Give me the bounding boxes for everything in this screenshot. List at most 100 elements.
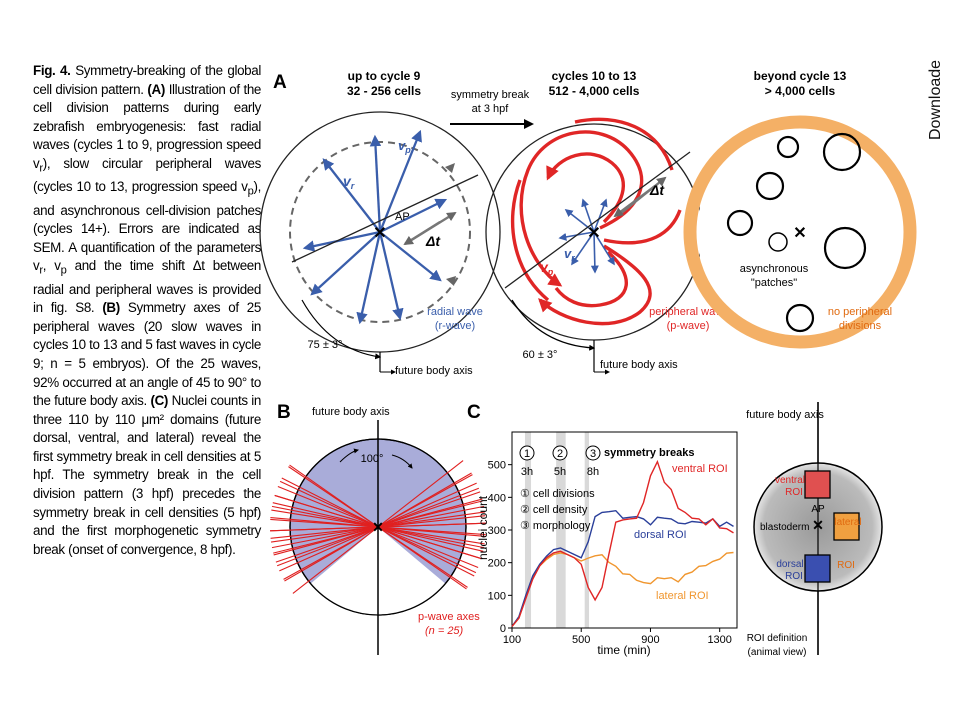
y-tick-label: 500 bbox=[488, 460, 506, 472]
y-tick-label: 0 bbox=[500, 623, 506, 635]
ap-cross-icon: ✕ bbox=[793, 225, 806, 242]
watermark: Downloade bbox=[927, 60, 944, 140]
angle-arrow-right bbox=[391, 454, 413, 469]
roi-animal-view-label: (animal view) bbox=[748, 647, 807, 658]
break-2-number: 2 bbox=[557, 448, 563, 460]
disc-clear-wedge bbox=[378, 527, 446, 615]
y-tick-label: 100 bbox=[488, 590, 506, 602]
vp-label: vp bbox=[540, 259, 554, 277]
embryo-stage3: ✕ asynchronous "patches" no peripheral d… bbox=[683, 115, 917, 349]
x-tick-label: 900 bbox=[641, 634, 659, 646]
caption-a-label: (A) bbox=[147, 81, 165, 97]
break-3-number: 3 bbox=[590, 448, 596, 460]
embryo-stage1: ✕ AP Δt vr vp radial wave (r-wave) 75 ± … bbox=[259, 111, 501, 377]
series-label-ventral: ventral ROI bbox=[672, 463, 728, 475]
break-1-circle bbox=[519, 445, 535, 461]
roi-dorsal-label-2: ROI bbox=[785, 571, 803, 582]
no-peripheral-label: no peripheral bbox=[828, 306, 892, 318]
future-axis-label-2: future body axis bbox=[600, 359, 678, 371]
caption-sub: p bbox=[247, 185, 254, 198]
break-1-number: 1 bbox=[524, 448, 530, 460]
chart-legend: ① cell divisions ② cell density ③ morpho… bbox=[520, 488, 595, 532]
symmetry-break-time: at 3 hpf bbox=[472, 103, 510, 115]
roi-ventral-label-2: ROI bbox=[785, 487, 803, 498]
radial-wave-abbr: (r-wave) bbox=[435, 320, 475, 332]
symmetry-break-band bbox=[524, 432, 532, 628]
caption-a-text2: ), slow circular peripheral waves (cycle… bbox=[33, 155, 261, 195]
series-label-lateral: lateral ROI bbox=[656, 590, 709, 602]
dt-label: Δt bbox=[425, 233, 441, 249]
legend-morphology: ③ morphology bbox=[520, 520, 591, 532]
watermark-text: Downloade bbox=[927, 60, 944, 140]
disc-clear-wedge bbox=[310, 527, 378, 615]
roi-definition-label: ROI definition bbox=[747, 633, 808, 644]
panel-c-label: C bbox=[467, 402, 481, 423]
angle-arc bbox=[511, 299, 596, 351]
x-axis-label: time (min) bbox=[597, 643, 650, 657]
panel-b-label: B bbox=[277, 402, 291, 423]
future-axis-label-1: future body axis bbox=[395, 365, 473, 377]
caption-a-text4: , v bbox=[42, 258, 61, 274]
p-wave-axes-label: p-wave axes bbox=[418, 611, 480, 623]
panel-a-label: A bbox=[273, 72, 287, 93]
caption-sub: p bbox=[60, 264, 67, 277]
legend-cell-density: ② cell density bbox=[520, 504, 588, 516]
ap-label: AP bbox=[395, 211, 410, 223]
y-tick-label: 200 bbox=[488, 558, 506, 570]
series-line-dorsal bbox=[511, 509, 734, 627]
caption-b-text: Symmetry axes of 25 peripheral waves (20… bbox=[33, 300, 261, 409]
symmetry-break-band bbox=[556, 432, 566, 628]
async-label: asynchronous bbox=[740, 263, 809, 275]
angle-arc bbox=[301, 299, 382, 360]
legend-cell-divisions: ① cell divisions bbox=[520, 488, 595, 500]
series-line-lateral bbox=[511, 551, 734, 627]
stage1-title: up to cycle 9 bbox=[348, 69, 421, 83]
division-patches bbox=[726, 132, 867, 333]
roi-ventral-label-1: ventral bbox=[775, 475, 805, 486]
blastoderm-label: blastoderm bbox=[760, 522, 809, 533]
angle-label-2: 60 ± 3° bbox=[523, 349, 558, 361]
stage3-title: beyond cycle 13 bbox=[754, 69, 847, 83]
dt-arrow bbox=[613, 185, 656, 218]
radial-wave-label: radial wave bbox=[427, 306, 483, 318]
dorsal-roi-box bbox=[804, 554, 831, 583]
roi-lateral-label-2: ROI bbox=[837, 560, 855, 571]
roi-dorsal-label-1: dorsal bbox=[776, 559, 803, 570]
roi-lateral-label-1: lateral bbox=[834, 517, 861, 528]
patches-label: "patches" bbox=[751, 277, 797, 289]
caption-title: Symmetry-breaking of the global cell div… bbox=[33, 63, 261, 97]
panel-b: B future body axis 100° ✕ p-wave axes (n… bbox=[270, 402, 486, 655]
break-2-time: 5h bbox=[554, 466, 566, 478]
stage2-cells: 512 - 4,000 cells bbox=[549, 84, 640, 98]
break-3-time: 8h bbox=[587, 466, 599, 478]
caption-fig-label: Fig. 4. bbox=[33, 63, 71, 78]
peripheral-wave-spirals bbox=[510, 117, 682, 326]
caption-b-label: (B) bbox=[102, 300, 120, 316]
stage3-cells: > 4,000 cells bbox=[765, 84, 836, 98]
caption-a-text3: ), and asynchronous cell-division patche… bbox=[33, 179, 261, 274]
center-cross-icon: ✕ bbox=[372, 519, 384, 535]
caption-sub: r bbox=[39, 162, 43, 175]
wave-arrowhead-icon bbox=[445, 163, 455, 173]
lateral-roi-box bbox=[833, 512, 860, 541]
ap-cross-icon: ✕ bbox=[587, 225, 600, 242]
figure-caption: Fig. 4. Symmetry-breaking of the global … bbox=[33, 62, 261, 559]
break-2-circle bbox=[552, 445, 568, 461]
y-tick-label: 300 bbox=[488, 525, 506, 537]
caption-a-text: Illustration of the cell division patter… bbox=[33, 81, 262, 171]
angle-label-1: 75 ± 3° bbox=[308, 339, 343, 351]
ap-cross-icon: ✕ bbox=[373, 225, 386, 242]
roi-ap-label: AP bbox=[811, 504, 825, 515]
roi-embryo: future body axis ventral ROI lateral ROI… bbox=[746, 402, 883, 658]
symmetry-axis bbox=[291, 174, 479, 263]
symmetry-axis bbox=[504, 151, 691, 289]
vr-label: vr bbox=[564, 246, 575, 263]
y-tick-label: 400 bbox=[488, 492, 506, 504]
p-wave-axes-n: (n = 25) bbox=[425, 625, 464, 637]
roi-future-axis: future body axis bbox=[746, 409, 824, 421]
series-line-ventral bbox=[511, 459, 734, 627]
caption-c-label: (C) bbox=[150, 393, 169, 409]
